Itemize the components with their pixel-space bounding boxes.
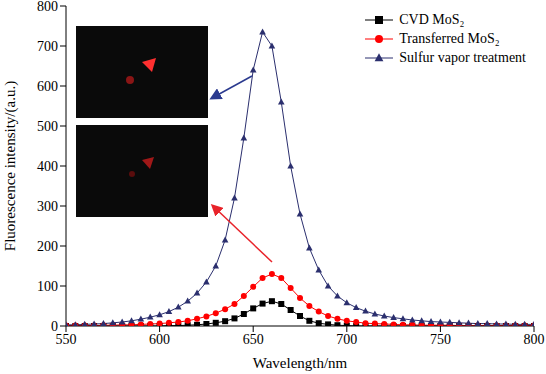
svg-text:700: 700 bbox=[336, 332, 357, 347]
svg-text:650: 650 bbox=[243, 332, 264, 347]
svg-text:400: 400 bbox=[37, 159, 58, 174]
svg-text:Wavelength/nm: Wavelength/nm bbox=[253, 355, 348, 371]
svg-text:300: 300 bbox=[37, 199, 58, 214]
svg-text:600: 600 bbox=[37, 79, 58, 94]
svg-text:700: 700 bbox=[37, 39, 58, 54]
html-text:CVD MoS₂: CVD MoS₂ bbox=[399, 11, 465, 27]
html-text:Sulfur vapor treatment: Sulfur vapor treatment bbox=[399, 49, 526, 65]
svg-text:800: 800 bbox=[37, 0, 58, 14]
svg-text:750: 750 bbox=[430, 332, 451, 347]
svg-text:200: 200 bbox=[37, 239, 58, 254]
svg-text:550: 550 bbox=[56, 332, 77, 347]
svg-text:100: 100 bbox=[37, 279, 58, 294]
svg-text:0: 0 bbox=[51, 319, 58, 334]
svg-text:Fluorescence intensity/(a.u.): Fluorescence intensity/(a.u.) bbox=[2, 81, 19, 251]
svg-text:500: 500 bbox=[37, 119, 58, 134]
html-text:Transferred MoS₂: Transferred MoS₂ bbox=[399, 30, 500, 46]
svg-text:800: 800 bbox=[524, 332, 545, 347]
svg-text:600: 600 bbox=[149, 332, 170, 347]
